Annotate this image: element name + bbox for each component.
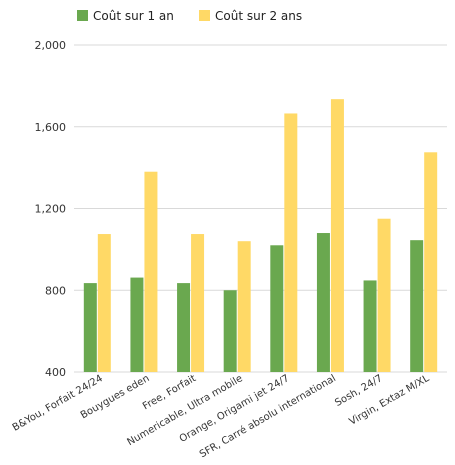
bar-cout-1-an[interactable] — [410, 240, 424, 372]
bar-cout-1-an[interactable] — [270, 245, 284, 372]
bar-cout-2-ans[interactable] — [284, 113, 298, 372]
legend-swatch — [199, 10, 210, 21]
y-tick-label: 400 — [45, 366, 66, 379]
y-tick-label: 2,000 — [35, 39, 67, 52]
legend[interactable]: Coût sur 1 an Coût sur 2 ans — [77, 9, 302, 23]
bar-cout-2-ans[interactable] — [144, 171, 158, 372]
bar-cout-2-ans[interactable] — [97, 234, 111, 372]
bar-cout-1-an[interactable] — [223, 290, 237, 372]
bar-cout-1-an[interactable] — [363, 280, 377, 372]
category-label: B&You, Forfait 24/24 — [11, 373, 105, 434]
category-label: Virgin, Extaz M/XL — [347, 373, 431, 428]
legend-label[interactable]: Coût sur 1 an — [93, 9, 174, 23]
bar-cout-1-an[interactable] — [316, 233, 330, 372]
bar-cout-2-ans[interactable] — [424, 152, 438, 372]
bar-cout-2-ans[interactable] — [330, 99, 344, 373]
y-tick-label: 1,600 — [35, 121, 67, 134]
bar-cout-2-ans[interactable] — [191, 234, 205, 372]
bar-cout-2-ans[interactable] — [237, 241, 251, 372]
bar-cout-1-an[interactable] — [177, 283, 191, 372]
bars — [83, 99, 438, 373]
legend-label[interactable]: Coût sur 2 ans — [215, 9, 302, 23]
bar-cout-2-ans[interactable] — [377, 218, 391, 372]
gridlines — [74, 44, 447, 373]
bar-cout-1-an[interactable] — [83, 283, 97, 372]
bar-cout-1-an[interactable] — [130, 277, 144, 372]
legend-swatch — [77, 10, 88, 21]
axes: 400 800 1,200 1,600 2,000 B&You, Forfait 24/2… — [11, 39, 432, 460]
y-tick-label: 800 — [45, 284, 66, 297]
y-tick-label: 1,200 — [35, 203, 67, 216]
